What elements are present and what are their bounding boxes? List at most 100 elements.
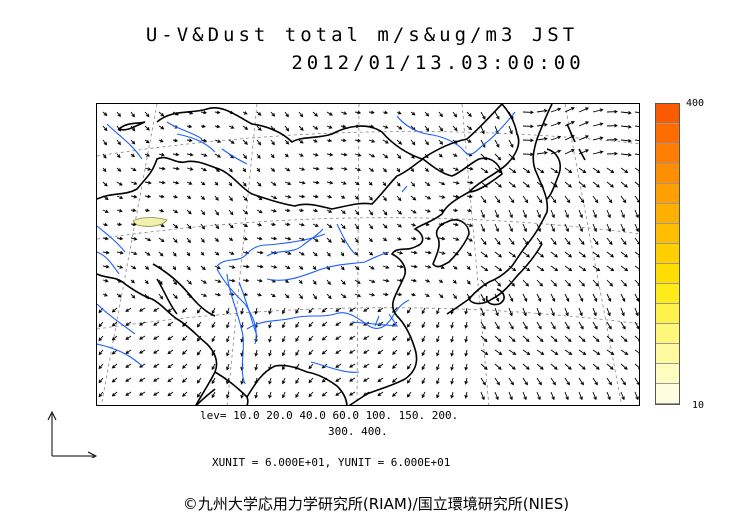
wind-arrow: [564, 209, 569, 219]
wind-arrow: [144, 208, 150, 213]
wind-arrow: [592, 251, 601, 258]
wind-arrow: [172, 180, 180, 185]
wind-arrow: [592, 108, 604, 113]
wind-arrow: [410, 167, 415, 173]
wind-arrow: [536, 195, 543, 204]
wind-arrow: [377, 349, 384, 355]
wind-arrow: [98, 321, 104, 328]
wind-arrow: [211, 377, 216, 385]
wind-arrow: [298, 111, 304, 118]
wind-arrow: [363, 349, 370, 354]
wind-arrow: [424, 195, 432, 200]
wind-arrow: [98, 377, 104, 384]
wind-arrow: [634, 349, 639, 355]
wind-arrow: [620, 349, 629, 356]
wind-arrow: [508, 125, 513, 135]
wind-arrow: [228, 265, 236, 269]
wind-arrow: [606, 123, 618, 128]
wind-arrow: [281, 391, 286, 399]
wind-arrow: [284, 181, 292, 186]
wind-arrow: [268, 349, 272, 357]
wind-arrow: [634, 125, 639, 128]
wind-arrow: [226, 321, 230, 329]
wind-arrow: [270, 139, 275, 146]
wind-arrow: [410, 181, 416, 187]
wind-arrow: [406, 349, 412, 356]
wind-arrow: [620, 307, 625, 317]
wind-arrow: [242, 264, 250, 269]
wind-arrow: [228, 125, 235, 129]
wind-arrow: [368, 110, 375, 115]
wind-arrow: [606, 307, 611, 317]
wind-arrow: [536, 293, 542, 302]
wind-arrow: [480, 167, 489, 174]
wind-arrow: [508, 181, 516, 188]
wind-arrow: [308, 377, 314, 384]
wind-arrow: [578, 349, 587, 356]
wind-arrow: [340, 124, 347, 129]
wind-arrow: [634, 209, 639, 219]
wind-arrow: [606, 363, 614, 370]
wind-arrow: [620, 223, 625, 233]
wind-arrow: [172, 293, 178, 299]
wind-arrow: [200, 293, 208, 297]
wind-arrow: [102, 278, 109, 283]
wind-arrow: [349, 377, 356, 382]
wind-arrow: [564, 335, 572, 343]
wind-arrow: [200, 279, 207, 284]
wind-arrow: [634, 293, 639, 302]
wind-arrow: [321, 349, 328, 355]
wind-arrow: [256, 209, 263, 214]
wind-arrow: [254, 349, 258, 357]
wind-arrow: [340, 293, 347, 299]
wind-arrow: [116, 181, 123, 186]
wind-arrow: [167, 377, 174, 383]
wind-arrow: [102, 264, 110, 269]
wind-arrow: [466, 279, 471, 285]
wind-arrow: [536, 167, 545, 174]
wind-arrow: [522, 181, 530, 188]
wind-arrow: [606, 335, 614, 343]
wind-arrow: [452, 222, 459, 227]
wind-arrow: [592, 279, 600, 287]
wind-arrow: [116, 236, 124, 241]
wind-arrow: [196, 391, 202, 398]
wind-arrow: [480, 125, 485, 135]
wind-arrow: [153, 335, 160, 340]
wind-arrow: [466, 194, 473, 199]
wind-arrow: [564, 251, 573, 258]
wind-arrow: [522, 307, 527, 317]
wind-arrow: [268, 391, 272, 399]
wind-arrow: [466, 111, 472, 117]
wind-arrow: [410, 236, 417, 241]
wind-arrow: [436, 321, 440, 329]
wind-arrow: [424, 236, 432, 241]
wind-arrow: [606, 151, 618, 156]
wind-arrow: [421, 321, 426, 329]
wind-arrow: [466, 139, 472, 143]
wind-arrow: [284, 111, 289, 118]
wind-arrow: [153, 349, 160, 354]
wind-arrow: [196, 307, 202, 314]
vector-units: XUNIT = 6.000E+01, YUNIT = 6.000E+01: [212, 456, 451, 469]
wind-arrow: [550, 223, 555, 233]
wind-arrow: [284, 208, 291, 213]
wind-arrow: [256, 292, 262, 297]
wind-arrow: [270, 265, 278, 269]
wind-arrow: [340, 279, 346, 285]
wind-arrow: [139, 391, 146, 396]
wind-arrow: [335, 335, 342, 340]
graticule: [97, 104, 639, 405]
wind-arrow: [438, 181, 446, 186]
wind-arrow: [606, 377, 612, 386]
colorbar-segment: [656, 304, 679, 324]
wind-arrow: [144, 265, 150, 270]
wind-arrow: [125, 335, 132, 340]
wind-arrow: [256, 153, 261, 159]
wind-arrow: [270, 153, 275, 159]
wind-arrow: [494, 209, 499, 219]
wind-arrow: [211, 363, 216, 371]
wind-arrow: [270, 209, 277, 213]
wind-arrow: [256, 250, 264, 255]
wind-arrow: [240, 377, 244, 385]
